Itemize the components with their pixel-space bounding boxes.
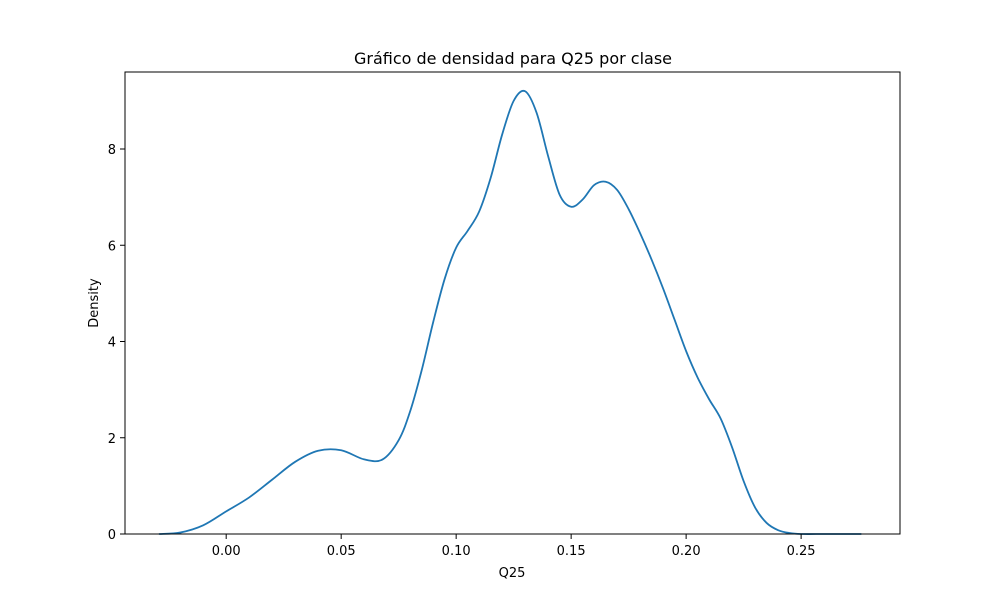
x-axis: 0.00 0.05 0.10 0.15 0.20 0.25 [212,534,816,559]
y-tick-label: 0 [108,528,116,543]
y-tick-label: 2 [108,432,116,447]
y-tick-label: 4 [108,336,116,351]
x-tick-label: 0.10 [442,544,471,559]
x-tick-label: 0.25 [787,544,816,559]
chart-title: Gráfico de densidad para Q25 por clase [354,49,672,68]
x-tick-label: 0.15 [557,544,586,559]
axes-frame [124,71,901,535]
x-tick-label: 0.05 [327,544,356,559]
y-axis: 0 2 4 6 8 [108,143,125,543]
x-tick-label: 0.00 [212,544,241,559]
y-axis-label: Density [87,278,102,328]
plot-area [158,89,862,535]
density-curve-0 [158,89,862,535]
x-axis-label: Q25 [499,566,526,581]
y-tick-label: 8 [108,143,116,158]
y-tick-label: 6 [108,239,116,254]
x-tick-label: 0.20 [672,544,701,559]
